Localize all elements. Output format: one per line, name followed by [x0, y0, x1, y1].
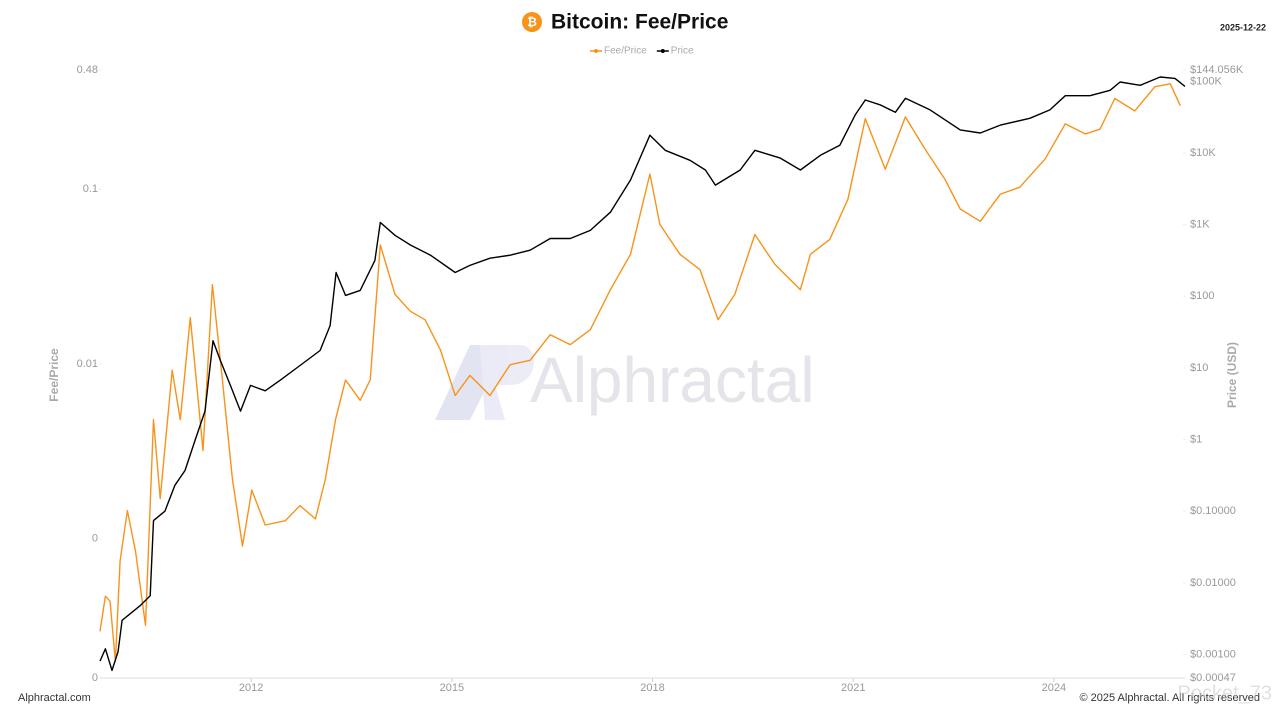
- x-tick-label: 2015: [440, 682, 464, 694]
- y2-tick-label: $1K: [1190, 219, 1210, 231]
- y-tick-label: 0.01: [77, 358, 98, 370]
- y-tick-label: 0.48: [77, 64, 98, 76]
- watermark: Alphractal: [530, 344, 815, 416]
- footer-right: © 2025 Alphractal. All rights reserved: [1079, 692, 1260, 704]
- y-tick-label: 0.1: [83, 183, 98, 195]
- x-tick-label: 2018: [640, 682, 664, 694]
- y2-tick-label: $0.00047: [1190, 672, 1236, 684]
- y2-tick-label: $0.10000: [1190, 505, 1236, 517]
- bitcoin-symbol: ₿: [527, 15, 537, 29]
- x-tick-label: 2024: [1042, 682, 1066, 694]
- y2-axis-title: Price (USD): [1225, 342, 1239, 408]
- x-tick-label: 2021: [841, 682, 865, 694]
- y2-tick-label: $0.00100: [1190, 648, 1236, 660]
- y-tick-label: 0: [92, 672, 98, 684]
- y2-tick-label: $100: [1190, 290, 1214, 302]
- date: 2025-12-22: [1220, 22, 1266, 32]
- series-line: [99, 83, 1181, 662]
- legend-dot: [660, 49, 665, 53]
- y-axis-title: Fee/Price: [47, 348, 61, 402]
- y2-tick-label: $0.01000: [1190, 577, 1236, 589]
- legend-label: Price: [671, 46, 694, 57]
- bitcoin-icon: [522, 12, 542, 32]
- y2-tick-label: $144.056K: [1190, 64, 1244, 76]
- legend-label: Fee/Price: [604, 46, 647, 57]
- y2-tick-label: $10: [1190, 362, 1208, 374]
- y-tick-label: 0: [92, 533, 98, 545]
- x-tick-label: 2012: [239, 682, 263, 694]
- series-line: [99, 76, 1186, 672]
- footer-left: Alphractal.com: [18, 692, 91, 704]
- chart-title: Bitcoin: Fee/Price: [551, 11, 728, 34]
- overlay-watermark: Pocket_73: [1177, 682, 1272, 704]
- y2-tick-label: $100K: [1190, 75, 1222, 87]
- legend-dot: [594, 49, 598, 53]
- watermark-logo: [435, 345, 534, 420]
- y2-tick-label: $1: [1190, 433, 1202, 445]
- y2-tick-label: $10K: [1190, 147, 1216, 159]
